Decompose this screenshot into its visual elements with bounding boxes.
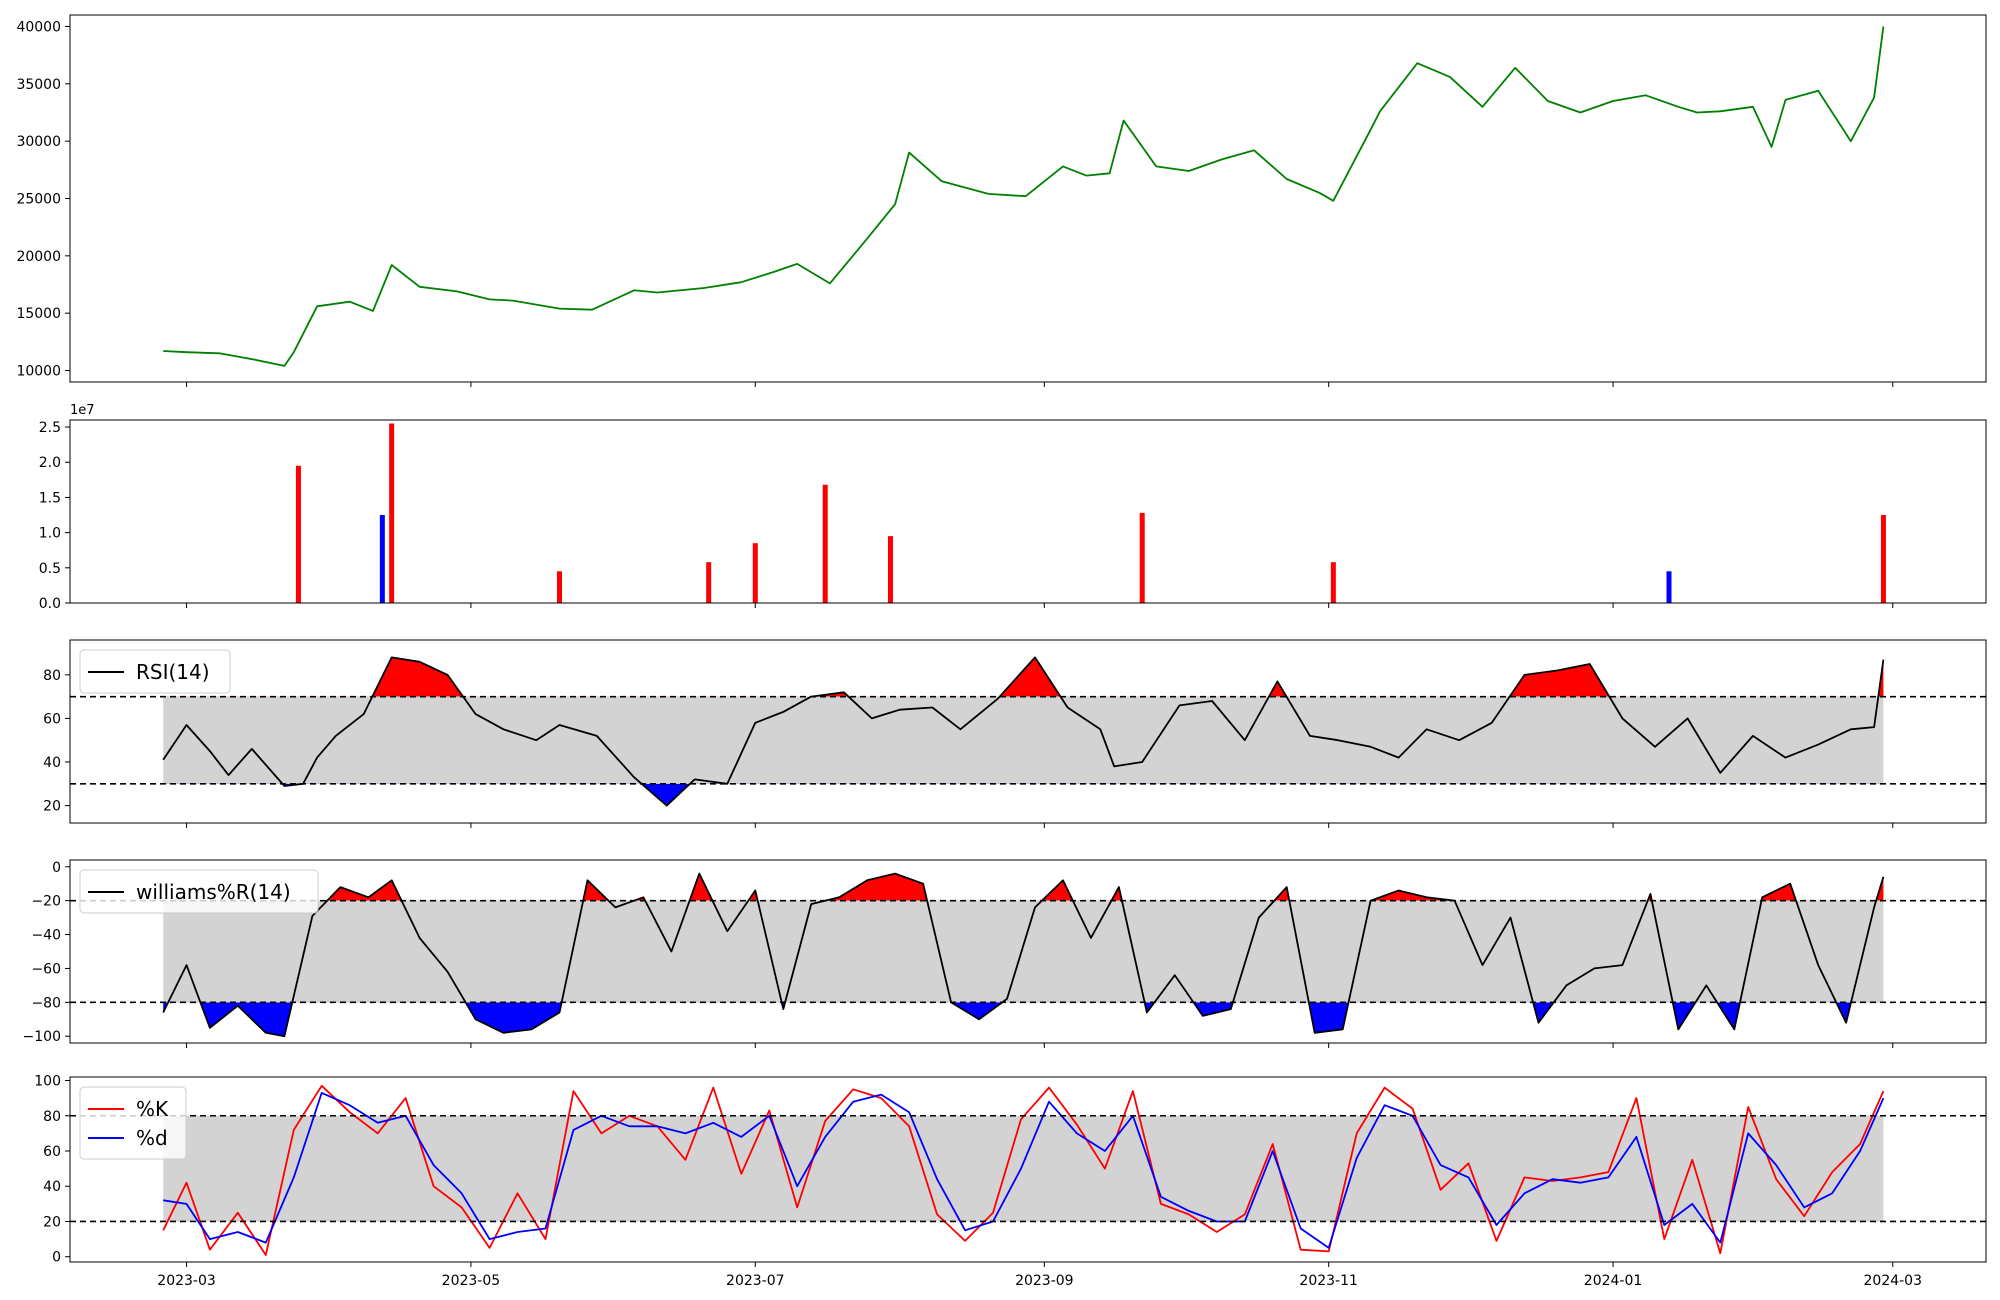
rsi-overbought-fill xyxy=(372,657,1884,697)
volume-ytick-label: 1.5 xyxy=(39,490,61,506)
stochastic-ytick-label: 80 xyxy=(43,1109,61,1125)
x-tick-label: 2024-03 xyxy=(1864,1273,1923,1289)
stochastic-ytick-label: 40 xyxy=(43,1179,61,1195)
williams-ytick-label: −20 xyxy=(31,894,61,910)
stochastic-d-line xyxy=(163,1092,1885,1249)
stochastic-k-line xyxy=(162,1084,1885,1256)
rsi-ytick-label: 60 xyxy=(43,711,61,727)
x-tick-label: 2023-09 xyxy=(1015,1273,1074,1289)
rsi-legend-label: RSI(14) xyxy=(136,660,210,684)
rsi-line xyxy=(162,656,1885,807)
price-ytick-label: 15000 xyxy=(16,306,61,322)
williams-ytick-label: −80 xyxy=(31,995,61,1011)
rsi-ytick-label: 20 xyxy=(43,799,61,815)
rsi-ytick-label: 40 xyxy=(43,755,61,771)
volume-bar xyxy=(379,515,385,603)
stochastic-neutral-band xyxy=(163,1115,1884,1222)
price-ytick-label: 20000 xyxy=(16,249,61,265)
williams-neutral-band xyxy=(163,900,1884,1003)
stochastic-ytick-label: 0 xyxy=(52,1250,61,1266)
williams-ytick-label: −40 xyxy=(31,928,61,944)
price-ytick-label: 40000 xyxy=(16,19,61,35)
rsi-frame xyxy=(69,639,1987,824)
volume-bar xyxy=(822,484,828,603)
stochastic-ytick-label: 100 xyxy=(34,1074,61,1090)
volume-bar xyxy=(706,562,712,603)
williams-ytick-label: −60 xyxy=(31,961,61,977)
x-tick-label: 2023-03 xyxy=(157,1273,216,1289)
williams-panel: −100 −80 −60 −40 −20 0 williams%R(14) xyxy=(23,859,1987,1048)
volume-bar xyxy=(1139,512,1145,603)
volume-ytick-label: 1.0 xyxy=(39,526,61,542)
volume-bar xyxy=(556,571,562,603)
rsi-ytick-label: 80 xyxy=(43,668,61,684)
volume-bar xyxy=(752,543,758,603)
volume-bar xyxy=(1666,571,1672,603)
price-panel: 10000 15000 20000 25000 30000 35000 40000 xyxy=(16,14,1987,387)
stochastic-legend-box xyxy=(79,1086,187,1160)
x-tick-label: 2023-05 xyxy=(442,1273,501,1289)
price-ytick-label: 10000 xyxy=(16,364,61,380)
price-ytick-label: 25000 xyxy=(16,192,61,208)
x-tick-label: 2023-11 xyxy=(1299,1273,1358,1289)
volume-ytick-label: 0.5 xyxy=(39,561,61,577)
williams-ytick-label: −100 xyxy=(23,1029,61,1045)
volume-bar xyxy=(295,465,301,603)
stochastic-legend-label: %K xyxy=(136,1097,169,1121)
stochastic-legend-label: %d xyxy=(136,1126,168,1150)
stochastic-frame xyxy=(69,1076,1987,1263)
williams-legend-label: williams%R(14) xyxy=(136,880,291,904)
price-ytick-label: 35000 xyxy=(16,77,61,93)
stochastic-ytick-label: 60 xyxy=(43,1144,61,1160)
rsi-neutral-band xyxy=(163,696,1884,784)
volume-ytick-label: 2.5 xyxy=(39,420,61,436)
williams-oversold-fill xyxy=(163,1002,1852,1037)
williams-frame xyxy=(69,859,1987,1044)
price-line xyxy=(163,26,1885,367)
x-tick-label: 2023-07 xyxy=(726,1273,785,1289)
williams-line xyxy=(162,872,1885,1038)
volume-panel: 1e7 0.0 0.5 1.0 1.5 2.0 2.5 xyxy=(39,403,1987,612)
volume-bar xyxy=(389,423,395,603)
volume-bar xyxy=(1330,562,1336,603)
rsi-panel: 20 40 60 80 RSI(14) xyxy=(43,639,1987,828)
volume-frame xyxy=(69,419,1987,604)
stochastic-panel: 0 20 40 60 80 100 2023-03 2023-05 2023-07 2023-09… xyxy=(34,1074,1987,1289)
volume-bar xyxy=(887,536,893,603)
volume-ytick-label: 2.0 xyxy=(39,455,61,471)
williams-ytick-label: 0 xyxy=(52,860,61,876)
stochastic-ytick-label: 20 xyxy=(43,1214,61,1230)
volume-ytick-label: 0.0 xyxy=(39,596,61,612)
rsi-legend-box xyxy=(79,649,231,694)
price-frame xyxy=(69,14,1987,383)
x-tick-label: 2024-01 xyxy=(1584,1273,1643,1289)
volume-offset-label: 1e7 xyxy=(70,403,95,418)
price-ytick-label: 30000 xyxy=(16,134,61,150)
volume-bar xyxy=(1880,515,1886,603)
williams-legend-box xyxy=(79,869,319,914)
